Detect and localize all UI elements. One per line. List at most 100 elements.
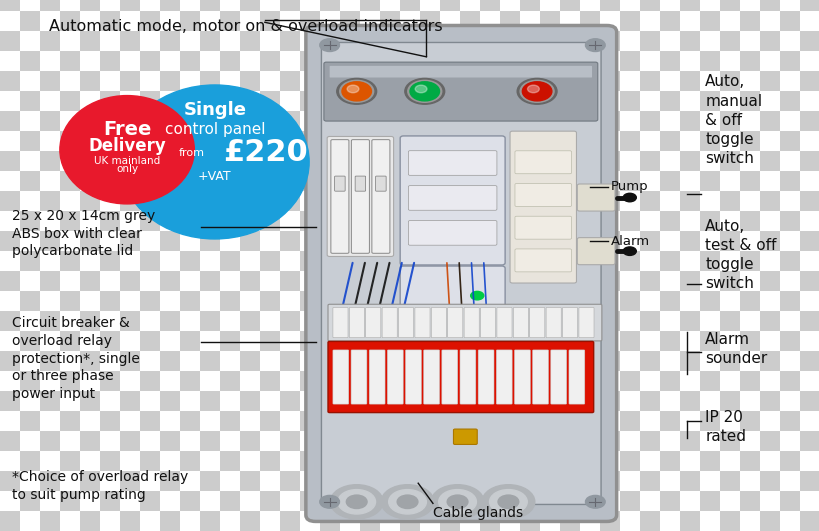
Bar (459, 171, 479, 191)
Bar (100, 31, 120, 51)
Bar (100, 0, 120, 11)
Bar (200, 111, 219, 131)
Bar (260, 471, 279, 491)
Bar (300, 131, 319, 151)
Bar (500, 471, 519, 491)
Bar (440, 431, 459, 451)
Bar (240, 51, 260, 71)
Bar (180, 391, 200, 411)
FancyBboxPatch shape (577, 237, 614, 264)
Bar (779, 51, 799, 71)
Bar (579, 211, 600, 231)
Bar (279, 451, 300, 471)
FancyBboxPatch shape (405, 350, 421, 404)
Bar (319, 431, 340, 451)
Bar (559, 251, 579, 271)
Bar (260, 31, 279, 51)
Bar (679, 211, 699, 231)
Bar (160, 151, 180, 171)
Bar (719, 0, 739, 11)
Bar (479, 431, 500, 451)
Bar (240, 291, 260, 311)
Bar (40, 291, 60, 311)
Bar (140, 311, 160, 331)
Bar (679, 71, 699, 91)
Bar (60, 291, 80, 311)
Bar (379, 231, 400, 251)
Bar (200, 511, 219, 531)
Bar (579, 171, 600, 191)
Bar (540, 451, 559, 471)
Bar (200, 151, 219, 171)
Bar (200, 311, 219, 331)
Bar (200, 71, 219, 91)
Bar (80, 391, 100, 411)
Bar (60, 391, 80, 411)
Bar (360, 511, 379, 531)
Bar (260, 11, 279, 31)
Bar (140, 351, 160, 371)
Bar (559, 451, 579, 471)
Bar (219, 71, 240, 91)
Bar (699, 131, 719, 151)
Bar (219, 431, 240, 451)
Bar (759, 31, 779, 51)
Bar (100, 291, 120, 311)
Bar (759, 271, 779, 291)
Bar (739, 0, 759, 11)
Bar (799, 111, 819, 131)
Bar (719, 291, 739, 311)
Bar (40, 131, 60, 151)
Bar (519, 451, 540, 471)
Circle shape (446, 495, 468, 509)
Bar (279, 311, 300, 331)
Bar (379, 411, 400, 431)
Bar (300, 211, 319, 231)
Bar (679, 171, 699, 191)
Bar (519, 351, 540, 371)
Bar (340, 11, 360, 31)
Bar (379, 111, 400, 131)
Bar (500, 271, 519, 291)
FancyBboxPatch shape (400, 266, 505, 331)
Bar (100, 391, 120, 411)
Bar (579, 331, 600, 351)
FancyBboxPatch shape (408, 220, 496, 245)
Bar (519, 31, 540, 51)
Bar (639, 451, 659, 471)
Bar (799, 231, 819, 251)
FancyBboxPatch shape (369, 350, 385, 404)
Bar (379, 91, 400, 111)
Bar (0, 391, 20, 411)
Bar (120, 371, 140, 391)
Bar (360, 471, 379, 491)
Bar (340, 271, 360, 291)
Bar (459, 0, 479, 11)
Bar (759, 511, 779, 531)
Bar (60, 151, 80, 171)
Bar (500, 451, 519, 471)
Bar (20, 251, 40, 271)
Bar (319, 391, 340, 411)
Bar (619, 131, 639, 151)
Bar (459, 271, 479, 291)
Bar (0, 191, 20, 211)
Bar (519, 211, 540, 231)
Bar (200, 291, 219, 311)
Bar (379, 451, 400, 471)
Bar (219, 171, 240, 191)
Bar (719, 231, 739, 251)
FancyBboxPatch shape (562, 307, 577, 338)
Bar (20, 231, 40, 251)
Bar (679, 271, 699, 291)
Bar (739, 391, 759, 411)
Bar (0, 291, 20, 311)
FancyBboxPatch shape (382, 307, 396, 338)
Bar (120, 491, 140, 511)
Bar (260, 171, 279, 191)
Bar (180, 511, 200, 531)
Bar (60, 11, 80, 31)
Bar (759, 451, 779, 471)
FancyBboxPatch shape (329, 66, 591, 78)
Bar (319, 251, 340, 271)
